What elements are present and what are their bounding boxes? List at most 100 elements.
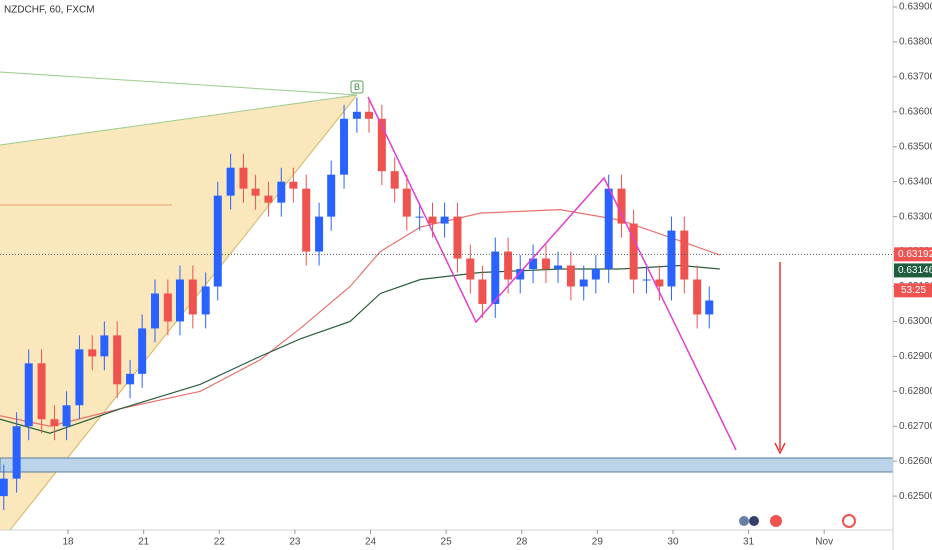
candle-body	[591, 269, 600, 280]
target-arrowhead	[774, 442, 786, 455]
event-icon[interactable]	[749, 516, 759, 526]
plot	[0, 97, 721, 511]
candle-body	[151, 293, 160, 329]
candle-body	[62, 405, 71, 427]
candle-body	[277, 181, 286, 203]
candle-body	[491, 251, 500, 304]
candle-body	[289, 181, 298, 189]
candle-body	[415, 216, 424, 218]
y-tick-label: 0.63600	[899, 106, 932, 117]
x-tick-label: 21	[138, 537, 150, 548]
price-tag-label: 0.63146	[898, 265, 932, 276]
x-tick-label: 30	[667, 537, 679, 548]
x-tick-label: 29	[592, 537, 604, 548]
x-tick-label: Nov	[815, 537, 833, 548]
candle-body	[340, 118, 349, 175]
candle-body	[213, 195, 222, 287]
candle-body	[566, 265, 575, 287]
candle-body	[327, 174, 336, 217]
candle-body	[0, 478, 8, 497]
candle-body	[138, 328, 147, 374]
zigzag-projection	[367, 96, 737, 451]
x-tick-label: 31	[743, 537, 755, 548]
y-tick-label: 0.63900	[899, 2, 932, 13]
candle-body	[100, 335, 109, 357]
candle-body	[655, 279, 664, 287]
candle-body	[617, 188, 626, 224]
countdown-label: 53:25	[901, 285, 926, 296]
candle-body	[541, 258, 550, 270]
candle-body	[428, 216, 437, 224]
candle-body	[50, 419, 59, 427]
y-tick-label: 0.63300	[899, 211, 932, 222]
candle-body	[667, 230, 676, 287]
candle-body	[604, 188, 613, 270]
x-tick-label: 22	[214, 537, 226, 548]
y-tick-label: 0.62800	[899, 386, 932, 397]
candle-body	[629, 223, 638, 280]
x-tick-label: 25	[441, 537, 453, 548]
chart-title: NZDCHF, 60, FXCM	[4, 5, 95, 16]
y-tick-label: 0.63400	[899, 176, 932, 187]
countdown-tag	[894, 283, 932, 298]
candle-body	[440, 216, 449, 224]
event-icon[interactable]	[739, 516, 749, 526]
candle-body	[693, 279, 702, 315]
candle-body	[364, 111, 373, 119]
point-badge	[350, 80, 364, 94]
y-tick-label: 0.63700	[899, 72, 932, 83]
y-tick-label: 0.62700	[899, 421, 932, 432]
candle-body	[175, 279, 184, 322]
candle-body	[402, 188, 411, 217]
candle-body	[251, 188, 260, 196]
candle-body	[75, 349, 84, 406]
candle-body	[390, 171, 399, 189]
price-tag	[894, 263, 932, 278]
candle-body	[163, 293, 172, 322]
pattern-line	[0, 94, 358, 146]
y-tick-label: 0.62600	[899, 456, 932, 467]
candle-body	[478, 279, 487, 304]
point-label: B	[354, 82, 360, 92]
candle-body	[239, 167, 248, 189]
candle-body	[226, 167, 235, 196]
y-tick-label: 0.63000	[899, 316, 932, 327]
pattern-line	[0, 71, 358, 96]
candle-body	[554, 265, 563, 270]
x-tick-label: 24	[365, 537, 377, 548]
candle-body	[377, 118, 386, 172]
candle-body	[642, 279, 651, 281]
candle-body	[264, 195, 273, 203]
candle-body	[516, 269, 525, 280]
support-zone	[0, 457, 894, 473]
candle-body	[188, 279, 197, 315]
candle-body	[88, 349, 97, 357]
candle-body	[302, 188, 311, 252]
y-tick-label: 0.62900	[899, 351, 932, 362]
candle-body	[113, 335, 122, 385]
candle-body	[24, 363, 33, 427]
candle-body	[579, 279, 588, 287]
candle-body	[705, 300, 714, 315]
candle-body	[352, 111, 361, 119]
y-tick-label: 0.62500	[899, 491, 932, 502]
candle-body	[12, 426, 21, 479]
price-tag	[894, 247, 932, 262]
y-tick-label: 0.63500	[899, 141, 932, 152]
candle-body	[466, 258, 475, 280]
x-tick-label: 28	[516, 537, 528, 548]
candle-body	[529, 258, 538, 270]
candle-body	[315, 216, 324, 252]
y-tick-label: 0.63800	[899, 37, 932, 48]
event-icon[interactable]	[842, 514, 856, 528]
x-tick-label: 23	[289, 537, 301, 548]
candle-body	[201, 286, 210, 315]
event-icon[interactable]	[770, 515, 782, 527]
x-tick-label: 18	[62, 537, 74, 548]
candle-body	[504, 251, 513, 280]
candle-body	[680, 230, 689, 280]
candle-body	[126, 373, 135, 385]
candle-body	[453, 216, 462, 259]
price-tag-label: 0.63192	[898, 249, 932, 260]
